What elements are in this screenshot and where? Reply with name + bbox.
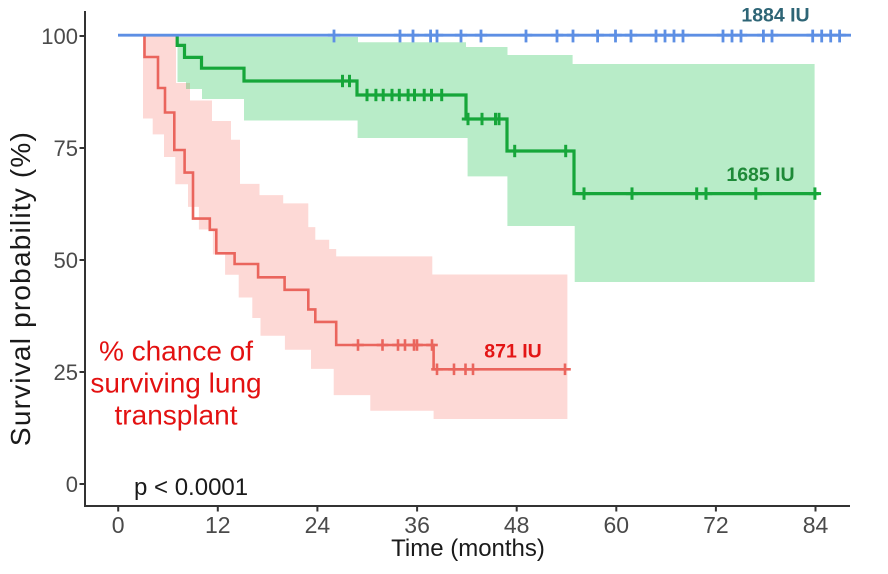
svg-text:25: 25 — [54, 360, 78, 385]
svg-text:p < 0.0001: p < 0.0001 — [134, 474, 248, 501]
svg-text:transplant: transplant — [115, 400, 238, 431]
svg-text:surviving lung: surviving lung — [90, 368, 261, 399]
svg-text:Time (months): Time (months) — [391, 535, 545, 562]
svg-text:12: 12 — [205, 512, 231, 538]
svg-text:1685 IU: 1685 IU — [726, 164, 794, 186]
svg-text:50: 50 — [54, 248, 78, 273]
svg-text:75: 75 — [54, 136, 78, 161]
svg-text:0: 0 — [66, 472, 78, 497]
svg-text:60: 60 — [604, 512, 630, 538]
svg-text:48: 48 — [504, 512, 530, 538]
svg-text:36: 36 — [404, 512, 430, 538]
svg-text:% chance of: % chance of — [99, 336, 253, 367]
svg-text:Survival probability (%): Survival probability (%) — [5, 131, 36, 446]
svg-text:0: 0 — [112, 512, 125, 538]
svg-text:871 IU: 871 IU — [484, 341, 541, 363]
svg-text:100: 100 — [41, 24, 78, 49]
svg-text:24: 24 — [305, 512, 331, 538]
svg-text:1884 IU: 1884 IU — [741, 5, 809, 27]
svg-text:84: 84 — [803, 512, 829, 538]
svg-text:72: 72 — [703, 512, 729, 538]
